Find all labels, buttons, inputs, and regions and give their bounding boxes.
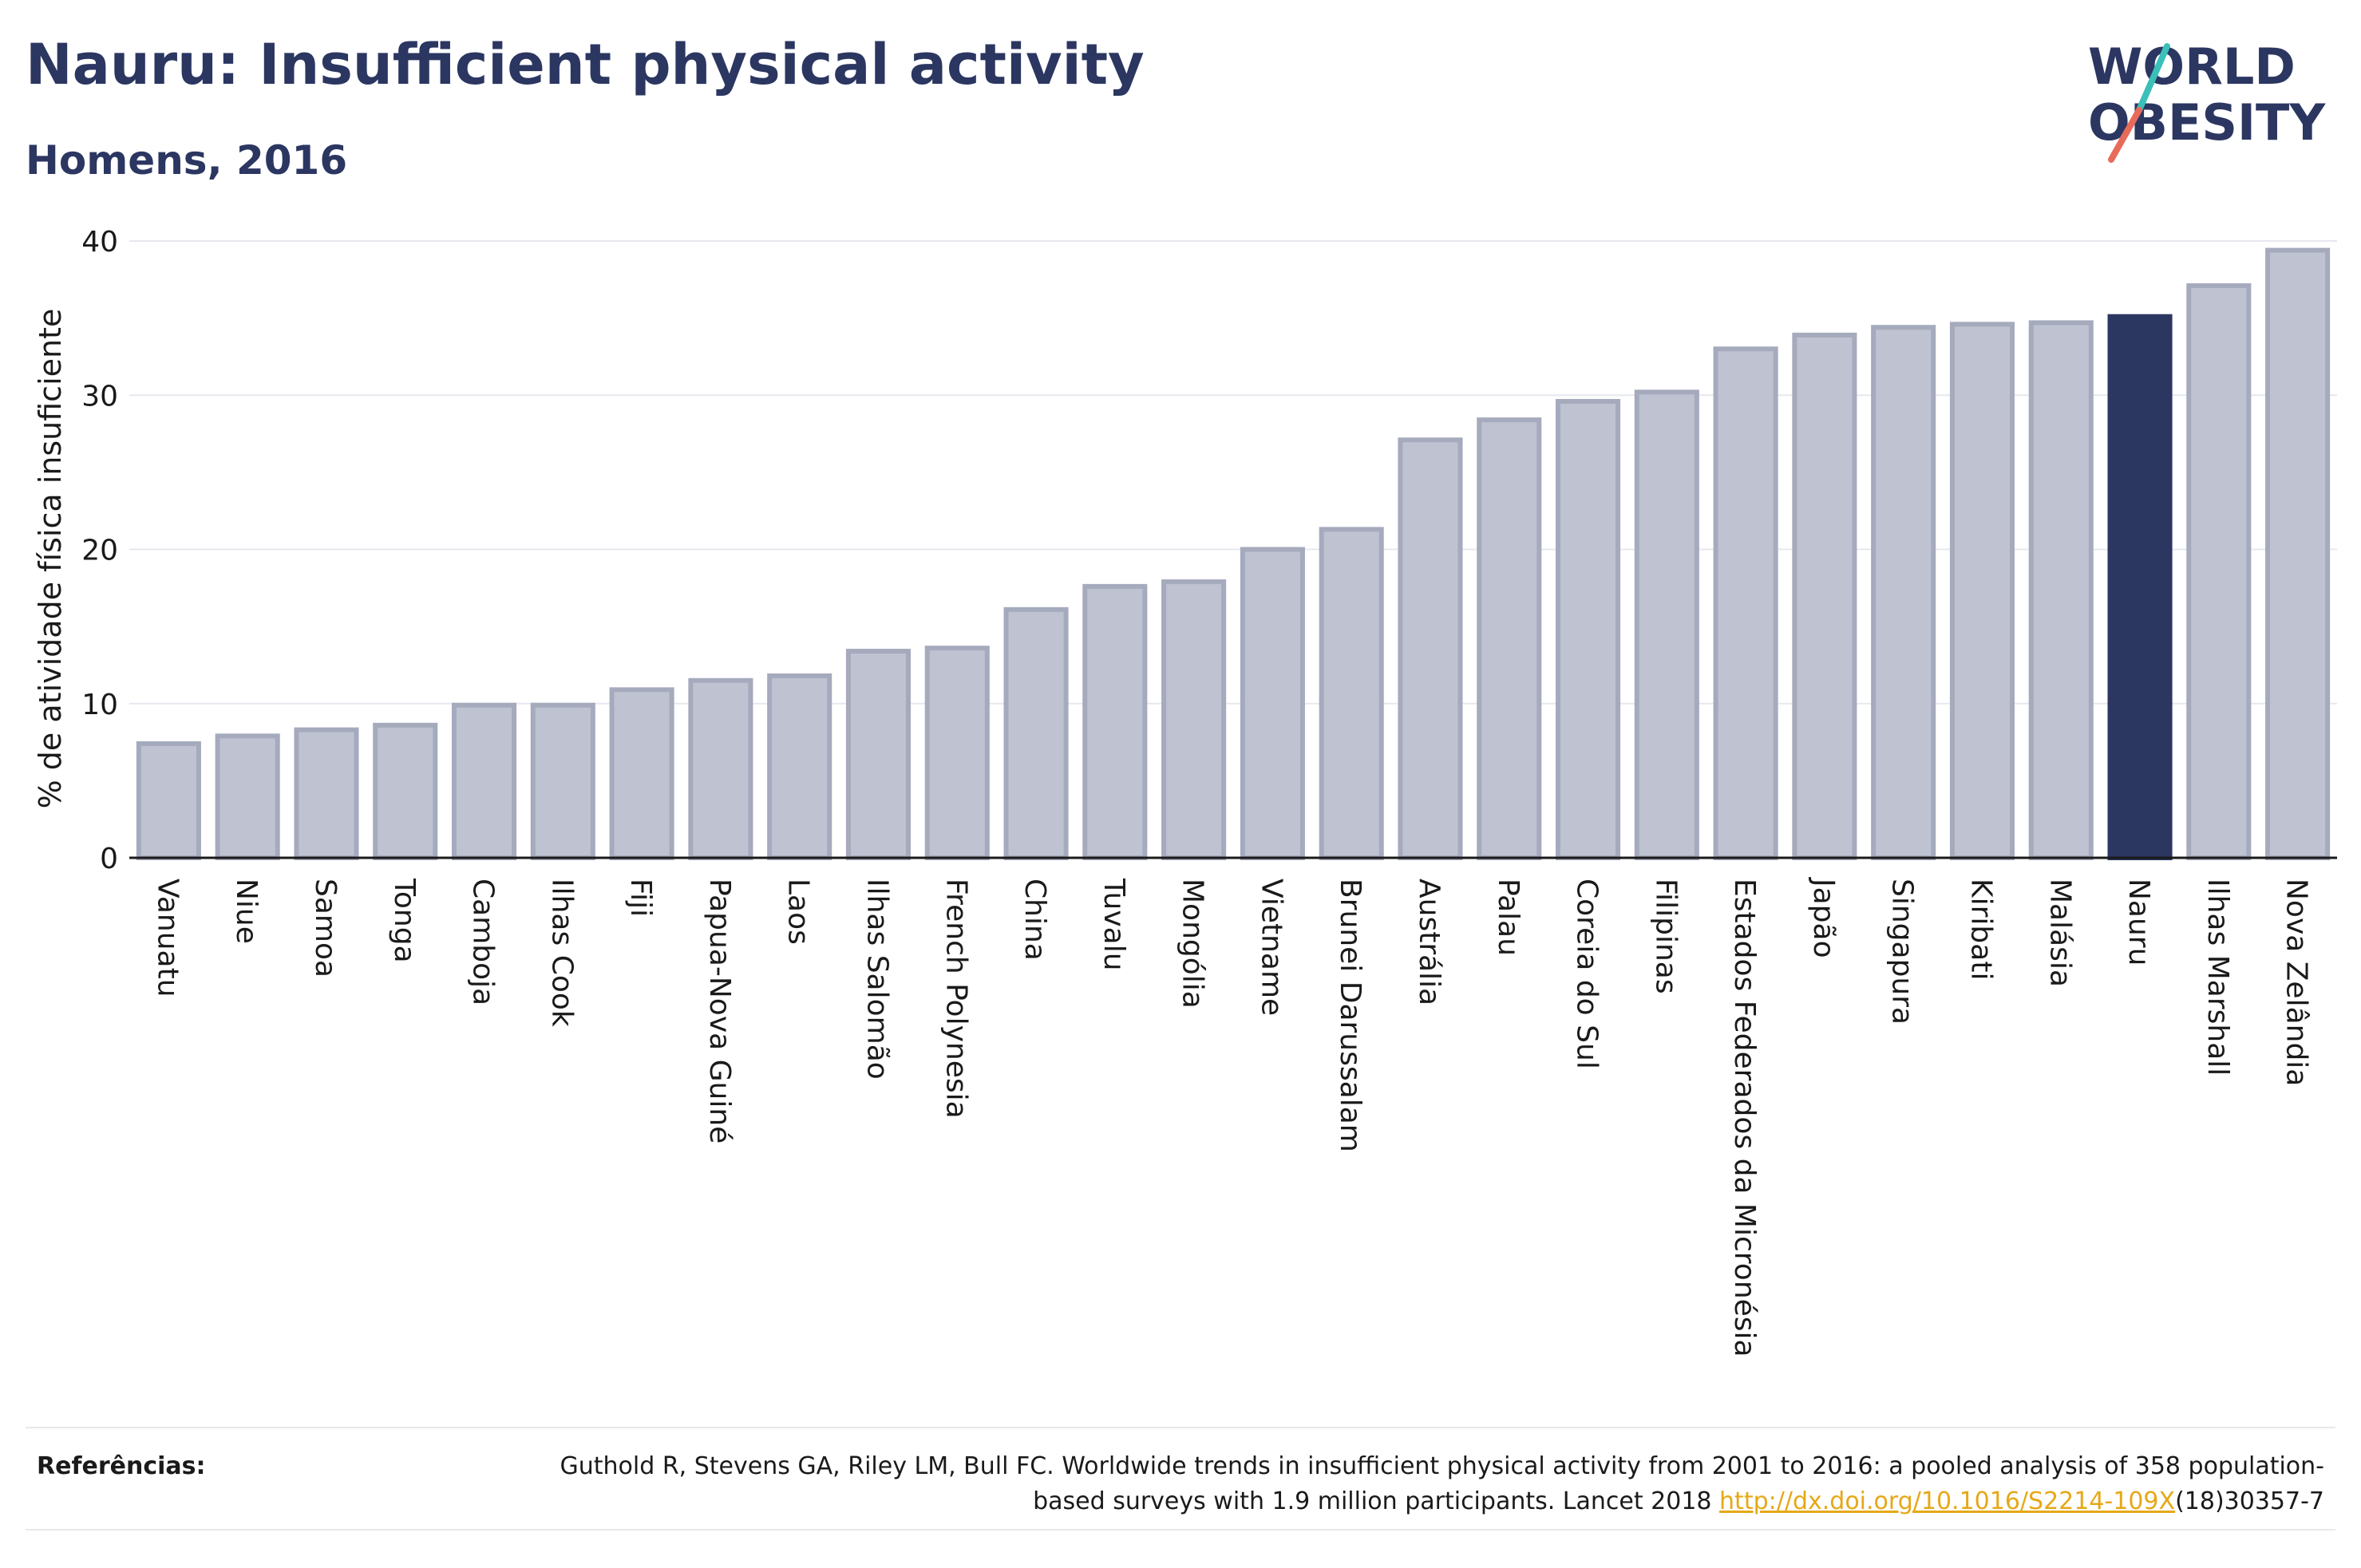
x-tick-label: Malásia bbox=[2043, 879, 2076, 987]
bar-nova-zel-ndia bbox=[2265, 247, 2331, 861]
bar-ilhas-marshall bbox=[2186, 283, 2252, 861]
y-tick-labels: 0 10 20 30 40 bbox=[81, 226, 118, 875]
page-subtitle: Homens, 2016 bbox=[26, 137, 348, 184]
x-tick-label: Samoa bbox=[309, 879, 342, 978]
x-tick-label: Filipinas bbox=[1649, 879, 1682, 994]
x-tick-label: Austrália bbox=[1413, 879, 1445, 1005]
bar-tonga bbox=[373, 722, 438, 860]
x-tick-label: Tuvalu bbox=[1097, 878, 1130, 971]
reference-citation: Guthold R, Stevens GA, Riley LM, Bull FC… bbox=[560, 1452, 2324, 1515]
x-tick-label: Ilhas Marshall bbox=[2201, 879, 2234, 1076]
x-tick-label: Camboja bbox=[467, 879, 500, 1005]
x-tick-labels: Vanuatu Niue Samoa Tonga Camboja Ilhas Cook Fi… bbox=[151, 877, 2312, 1357]
logo-slash-top bbox=[2136, 43, 2170, 113]
bar-laos bbox=[767, 673, 832, 861]
x-tick-label: Fiji bbox=[624, 879, 657, 917]
x-tick-label: Vietname bbox=[1255, 879, 1287, 1016]
bar-nauru bbox=[2107, 314, 2173, 860]
y-tick-label: 30 bbox=[81, 380, 118, 413]
y-tick-label: 40 bbox=[81, 226, 118, 259]
x-tick-label: Tonga bbox=[388, 878, 421, 963]
reference-doi-link[interactable]: http://dx.doi.org/10.1016/S2214-109X bbox=[1719, 1487, 2176, 1515]
x-tick-label: Palau bbox=[1492, 879, 1525, 956]
x-tick-label: Vanuatu bbox=[151, 879, 184, 997]
bars bbox=[136, 247, 2331, 861]
bar-niue bbox=[215, 733, 280, 861]
y-axis-label: % de atividade física insuficiente bbox=[33, 309, 68, 809]
bar-samoa bbox=[294, 727, 359, 860]
logo-slash-bottom bbox=[2108, 107, 2142, 163]
x-tick-label: Estados Federados da Micronésia bbox=[1728, 879, 1761, 1357]
bar-ilhas-salom-o bbox=[845, 649, 912, 860]
x-tick-label: Kiribati bbox=[1964, 879, 1997, 980]
x-tick-label: Laos bbox=[782, 879, 815, 945]
bar-french-polynesia bbox=[924, 646, 990, 860]
references-text: Guthold R, Stevens GA, Riley LM, Bull FC… bbox=[488, 1449, 2324, 1519]
reference-citation-suffix: (18)30357-7 bbox=[2175, 1487, 2324, 1515]
bar-vietname bbox=[1240, 547, 1305, 860]
bar-kiribati bbox=[1949, 322, 2015, 861]
x-tick-label: Ilhas Salomão bbox=[860, 879, 893, 1080]
world-obesity-logo: WORLD OBESITY bbox=[2088, 38, 2326, 163]
x-tick-label: Singapura bbox=[1886, 879, 1919, 1025]
y-tick-label: 0 bbox=[100, 843, 118, 875]
x-tick-label: French Polynesia bbox=[939, 879, 972, 1119]
bar-mong-lia bbox=[1161, 579, 1227, 861]
page-title: Nauru: Insufficient physical activity bbox=[26, 32, 1145, 97]
bar-chart: 0 10 20 30 40 Vanuatu Niue Samoa Tonga Camboja Il… bbox=[33, 226, 2337, 1357]
x-tick-label: Nova Zelândia bbox=[2280, 879, 2313, 1086]
x-tick-label: China bbox=[1018, 879, 1051, 961]
y-tick-label: 10 bbox=[81, 689, 118, 721]
x-tick-label: Mongólia bbox=[1177, 879, 1209, 1009]
bar-jap-o bbox=[1792, 332, 1857, 860]
x-tick-label: Niue bbox=[230, 879, 263, 944]
x-tick-label: Papua-Nova Guiné bbox=[703, 879, 736, 1143]
bar-vanuatu bbox=[136, 741, 201, 860]
logo-line-2: OBESITY bbox=[2088, 93, 2326, 152]
x-tick-label: Nauru bbox=[2122, 879, 2155, 966]
references-label: Referências: bbox=[37, 1452, 206, 1480]
bar-ilhas-cook bbox=[530, 702, 595, 860]
bar-papua-nova-guin- bbox=[688, 677, 753, 861]
bar-fiji bbox=[609, 687, 674, 860]
references-footer: Referências: Guthold R, Stevens GA, Rile… bbox=[26, 1427, 2335, 1530]
bar-camboja bbox=[451, 702, 517, 860]
bar-palau bbox=[1477, 417, 1542, 860]
bar-filipinas bbox=[1634, 389, 1699, 860]
bar-china bbox=[1003, 606, 1069, 860]
x-tick-label: Coreia do Sul bbox=[1571, 879, 1604, 1069]
logo-line-1: WORLD bbox=[2088, 38, 2296, 96]
bar-coreia-do-sul bbox=[1555, 398, 1621, 861]
bar-brunei-darussalam bbox=[1319, 527, 1384, 860]
bar-tuvalu bbox=[1082, 583, 1148, 860]
x-tick-label: Brunei Darussalam bbox=[1334, 879, 1366, 1152]
bar-austr-lia bbox=[1398, 437, 1463, 860]
bar-estados-federados-da-micron-sia bbox=[1713, 346, 1778, 860]
x-tick-label: Japão bbox=[1807, 877, 1840, 958]
bar-mal-sia bbox=[2028, 320, 2094, 860]
bar-singapura bbox=[1871, 325, 1936, 861]
y-tick-label: 20 bbox=[81, 535, 118, 567]
x-tick-label: Ilhas Cook bbox=[545, 879, 578, 1027]
